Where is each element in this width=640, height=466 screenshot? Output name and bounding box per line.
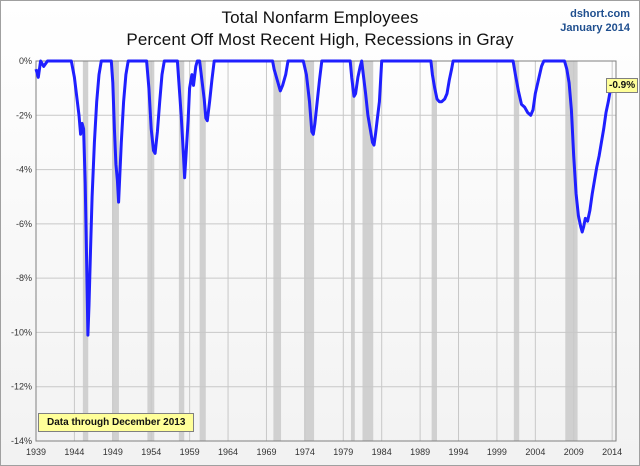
x-tick-label: 1964 [218,447,238,457]
recession-band [199,61,206,441]
y-tick-label: -4% [16,165,32,175]
x-tick-label: 2009 [564,447,584,457]
chart-title: Total Nonfarm Employees [221,8,419,27]
chart-subtitle: Percent Off Most Recent High, Recessions… [126,30,514,49]
recession-band [350,61,355,441]
y-tick-label: -2% [16,110,32,120]
x-tick-label: 2014 [602,447,622,457]
x-tick-label: 1999 [487,447,507,457]
y-tick-label: -8% [16,273,32,283]
source-site-label: dshort.com [570,8,630,20]
y-tick-label: -12% [11,382,32,392]
source-date-label: January 2014 [560,22,630,34]
x-tick-label: 1969 [256,447,276,457]
x-tick-label: 1959 [180,447,200,457]
x-tick-label: 1954 [141,447,161,457]
x-tick-label: 1994 [449,447,469,457]
recession-band [431,61,438,441]
series-line [34,59,614,337]
x-tick-label: 1939 [26,447,46,457]
x-tick-label: 1949 [103,447,123,457]
x-tick-label: 1989 [410,447,430,457]
x-tick-label: 1974 [295,447,315,457]
recession-band [304,61,315,441]
y-tick-label: 0% [19,56,32,66]
recession-band [362,61,374,441]
y-tick-label: -14% [11,436,32,446]
recession-band [178,61,185,441]
last-value-label: -0.9% [606,78,639,93]
x-tick-label: 1944 [64,447,84,457]
recession-band [112,61,119,441]
y-tick-label: -6% [16,219,32,229]
recession-band [513,61,520,441]
x-tick-label: 1979 [333,447,353,457]
recession-band [273,61,282,441]
y-tick-label: -10% [11,327,32,337]
x-tick-label: 1984 [372,447,392,457]
data-through-note: Data through December 2013 [38,413,195,432]
x-tick-label: 2004 [525,447,545,457]
